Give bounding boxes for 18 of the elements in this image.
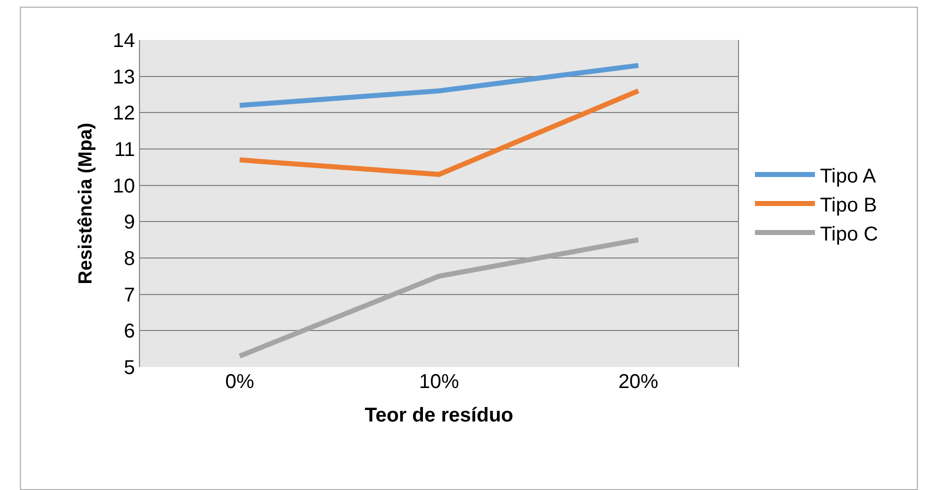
- y-tick-label: 13: [112, 66, 135, 88]
- y-tick-label: 11: [114, 139, 135, 161]
- y-tick-label: 10: [112, 175, 135, 198]
- y-tick-label: 9: [124, 212, 135, 234]
- y-tick-label: 12: [112, 102, 135, 125]
- legend-label: Tipo C: [820, 223, 878, 246]
- y-tick-label: 7: [124, 284, 135, 306]
- y-axis-title: Resistência (Mpa): [76, 122, 97, 284]
- x-tick-label: 0%: [225, 371, 254, 393]
- y-tick-label: 14: [112, 30, 135, 52]
- y-tick-label: 5: [124, 357, 135, 379]
- x-axis-title: Teor de resíduo: [364, 404, 514, 426]
- y-tick-label: 8: [124, 248, 135, 270]
- y-tick-label: 6: [124, 320, 135, 343]
- legend-label: Tipo A: [820, 165, 877, 188]
- x-tick-label: 10%: [418, 371, 460, 393]
- legend-label: Tipo B: [820, 194, 878, 216]
- x-tick-label: 20%: [618, 371, 659, 393]
